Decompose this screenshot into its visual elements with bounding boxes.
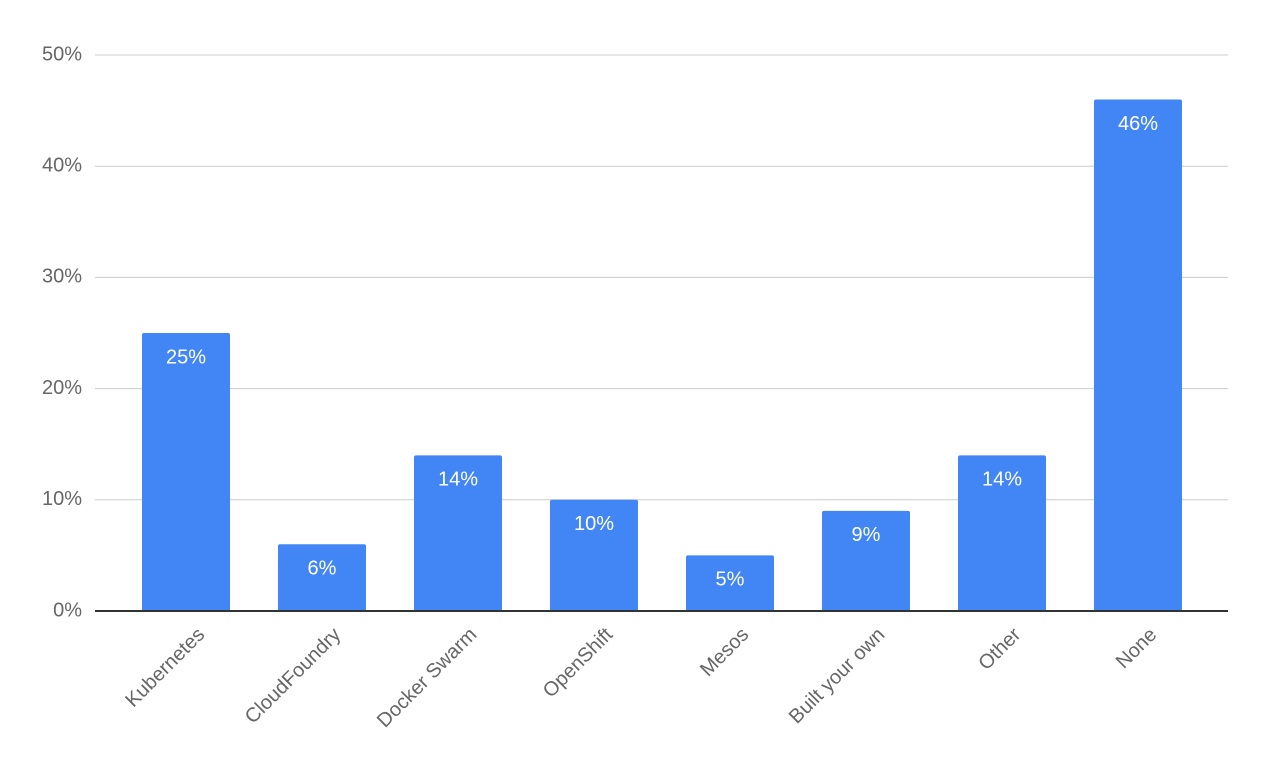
value-label: 10% bbox=[574, 513, 614, 535]
value-label: 46% bbox=[1118, 113, 1158, 135]
bar bbox=[278, 544, 366, 611]
x-tick-label: Built your own bbox=[785, 624, 889, 728]
y-tick-label: 0% bbox=[53, 599, 82, 621]
value-label: 5% bbox=[716, 569, 745, 591]
y-tick-label: 40% bbox=[42, 154, 82, 176]
x-tick-label: Mesos bbox=[696, 624, 753, 681]
x-tick-label: Other bbox=[974, 623, 1025, 674]
y-tick-label: 20% bbox=[42, 377, 82, 399]
value-label: 25% bbox=[166, 346, 206, 368]
bar bbox=[142, 333, 230, 611]
bar bbox=[822, 510, 910, 611]
y-tick-label: 50% bbox=[42, 43, 82, 65]
value-label: 14% bbox=[982, 469, 1022, 491]
bar bbox=[1094, 99, 1182, 611]
value-label: 9% bbox=[852, 524, 881, 546]
x-tick-label: Kubernetes bbox=[121, 624, 209, 712]
y-tick-label: 10% bbox=[42, 488, 82, 510]
bar bbox=[958, 455, 1046, 611]
x-tick-label: None bbox=[1112, 624, 1161, 673]
value-label: 6% bbox=[308, 558, 337, 580]
x-tick-label: CloudFoundry bbox=[241, 624, 345, 728]
y-tick-label: 30% bbox=[42, 266, 82, 288]
value-label: 14% bbox=[438, 469, 478, 491]
bar bbox=[414, 455, 502, 611]
bar bbox=[550, 499, 638, 611]
bar bbox=[686, 555, 774, 611]
x-tick-label: OpenShift bbox=[539, 623, 618, 702]
x-tick-label: Docker Swarm bbox=[373, 624, 481, 732]
